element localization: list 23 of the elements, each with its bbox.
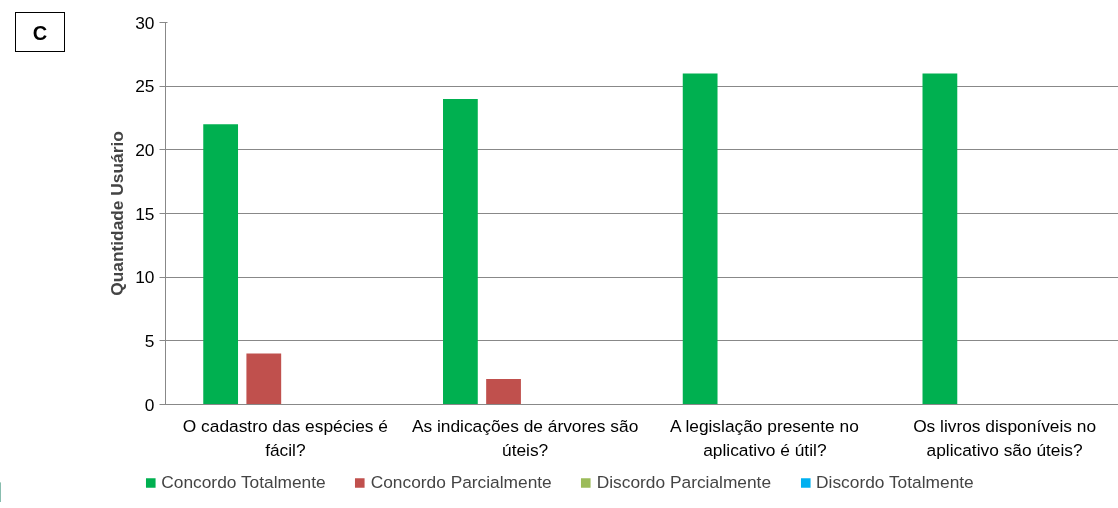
y-tick-label: 25 (135, 76, 155, 97)
y-tick-label: 0 (144, 394, 155, 415)
legend-label: Concordo Parcialmente (370, 471, 552, 493)
x-tick-label: As indicações de árvores são úteis? (411, 415, 639, 460)
legend-label: Concordo Totalmente (161, 471, 326, 493)
y-tick-label: 20 (135, 139, 155, 160)
bar (443, 98, 478, 405)
x-tick-label: Os livros disponíveis no aplicativo são úteis? (913, 415, 1097, 460)
bar (246, 353, 282, 405)
y-tick-label: 30 (135, 12, 155, 33)
bar (486, 379, 521, 405)
bar (203, 124, 239, 405)
y-axis-title: Quantidade Usuário (107, 131, 128, 296)
y-tick-label: 5 (144, 330, 155, 351)
text: C (32, 21, 48, 46)
x-tick-label: O cadastro das espécies é fácil? (182, 415, 388, 460)
legend-label: Discordo Totalmente (816, 471, 974, 493)
y-tick-label: 10 (135, 267, 155, 288)
x-tick-label: A legislação presente no aplicativo é útil? (669, 415, 859, 460)
bar (922, 73, 958, 405)
bar (682, 73, 718, 405)
legend-label: Discordo Parcialmente (596, 471, 772, 493)
y-tick-label: 15 (135, 203, 155, 224)
